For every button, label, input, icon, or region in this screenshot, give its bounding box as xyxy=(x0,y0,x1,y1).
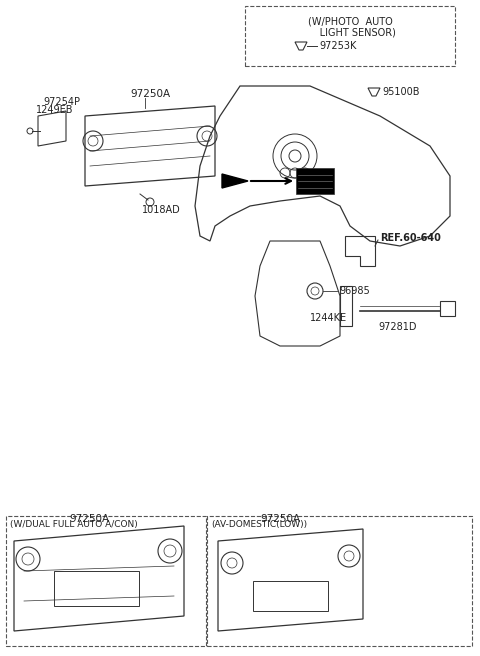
Text: 97254P: 97254P xyxy=(43,97,80,107)
Text: REF.60-640: REF.60-640 xyxy=(380,233,441,243)
Text: (W/PHOTO  AUTO
     LIGHT SENSOR): (W/PHOTO AUTO LIGHT SENSOR) xyxy=(304,16,396,37)
Text: 96985: 96985 xyxy=(339,286,370,296)
Bar xyxy=(253,581,328,611)
Bar xyxy=(245,6,455,66)
Bar xyxy=(340,286,352,326)
Text: 1018AD: 1018AD xyxy=(142,205,181,215)
Text: 1249EB: 1249EB xyxy=(36,105,73,115)
Text: 97253K: 97253K xyxy=(319,41,356,51)
Bar xyxy=(54,571,139,606)
Bar xyxy=(296,168,334,194)
Text: 1244KE: 1244KE xyxy=(310,313,347,323)
Text: 97281D: 97281D xyxy=(378,322,417,332)
Text: 97250A: 97250A xyxy=(260,514,300,524)
Text: (W/DUAL FULL AUTO A/CON): (W/DUAL FULL AUTO A/CON) xyxy=(10,520,138,529)
Text: 95100B: 95100B xyxy=(382,87,420,97)
Bar xyxy=(207,516,472,646)
Bar xyxy=(6,516,206,646)
Text: (AV-DOMESTIC(LOW)): (AV-DOMESTIC(LOW)) xyxy=(211,520,307,529)
Polygon shape xyxy=(222,174,248,188)
Text: 97250A: 97250A xyxy=(130,89,170,99)
Text: 97250A: 97250A xyxy=(69,514,109,524)
